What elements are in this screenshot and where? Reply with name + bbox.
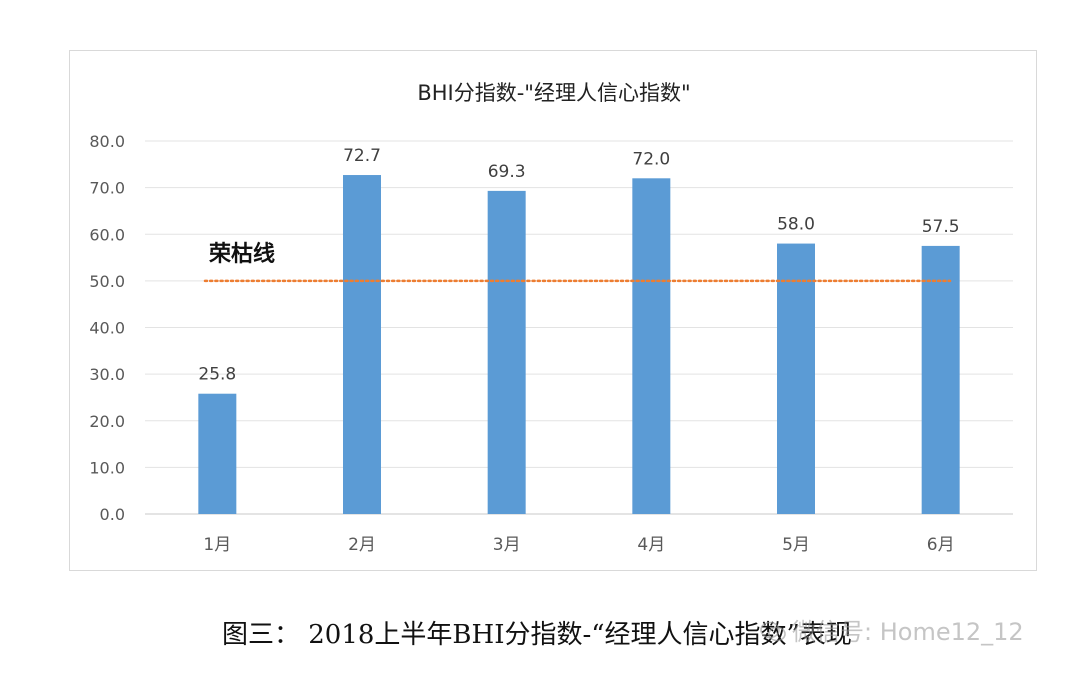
reference-line-label: 荣枯线 [208, 241, 275, 267]
y-tick-label: 40.0 [89, 319, 125, 338]
y-tick-label: 0.0 [100, 505, 125, 524]
bar [198, 393, 237, 514]
data-label: 72.0 [632, 149, 670, 169]
y-tick-label: 70.0 [89, 179, 125, 198]
data-label: 25.8 [198, 365, 236, 385]
x-tick-label: 4月 [637, 535, 665, 555]
bar [777, 243, 815, 514]
chart-title: BHI分指数-"经理人信心指数" [417, 81, 690, 105]
bar [632, 178, 671, 515]
bars [198, 175, 960, 515]
data-label: 69.3 [488, 162, 526, 182]
y-tick-label: 50.0 [89, 272, 125, 291]
bar [921, 245, 960, 514]
x-tick-label: 6月 [927, 535, 955, 555]
y-tick-label: 20.0 [89, 412, 125, 431]
wechat-icon [760, 621, 786, 642]
y-tick-label: 10.0 [89, 458, 125, 477]
data-label: 58.0 [777, 215, 815, 235]
figure-caption: 图三： 2018上半年BHI分指数-“经理人信心指数”表现 [222, 620, 852, 650]
data-label: 57.5 [922, 217, 960, 237]
bar-chart: BHI分指数-"经理人信心指数" 0.0 10.0 20.0 30.0 40.0 50.0… [89, 81, 1013, 555]
chart-frame: BHI分指数-"经理人信心指数" 0.0 10.0 20.0 30.0 40.0 50.0… [69, 50, 1037, 571]
y-tick-label: 60.0 [89, 225, 125, 244]
value-labels: 25.8 72.7 69.3 72.0 58.0 57.5 [198, 146, 959, 385]
x-tick-label: 5月 [782, 535, 810, 555]
watermark-text: 微信号: Home12_12 [792, 618, 1024, 646]
y-axis-ticks: 0.0 10.0 20.0 30.0 40.0 50.0 60.0 70.0 80.0 [89, 132, 125, 524]
x-tick-label: 1月 [203, 535, 231, 555]
y-tick-label: 80.0 [89, 132, 125, 151]
x-tick-label: 2月 [348, 535, 376, 555]
bar [487, 190, 526, 515]
y-tick-label: 30.0 [89, 365, 125, 384]
bar [343, 175, 381, 514]
reference-line-group: 荣枯线 [203, 241, 952, 283]
x-axis-ticks: 1月 2月 3月 4月 5月 6月 [203, 535, 954, 555]
gridlines [145, 140, 1013, 515]
x-tick-label: 3月 [493, 535, 521, 555]
data-label: 72.7 [343, 146, 381, 166]
watermark: 微信号: Home12_12 [760, 612, 1024, 647]
